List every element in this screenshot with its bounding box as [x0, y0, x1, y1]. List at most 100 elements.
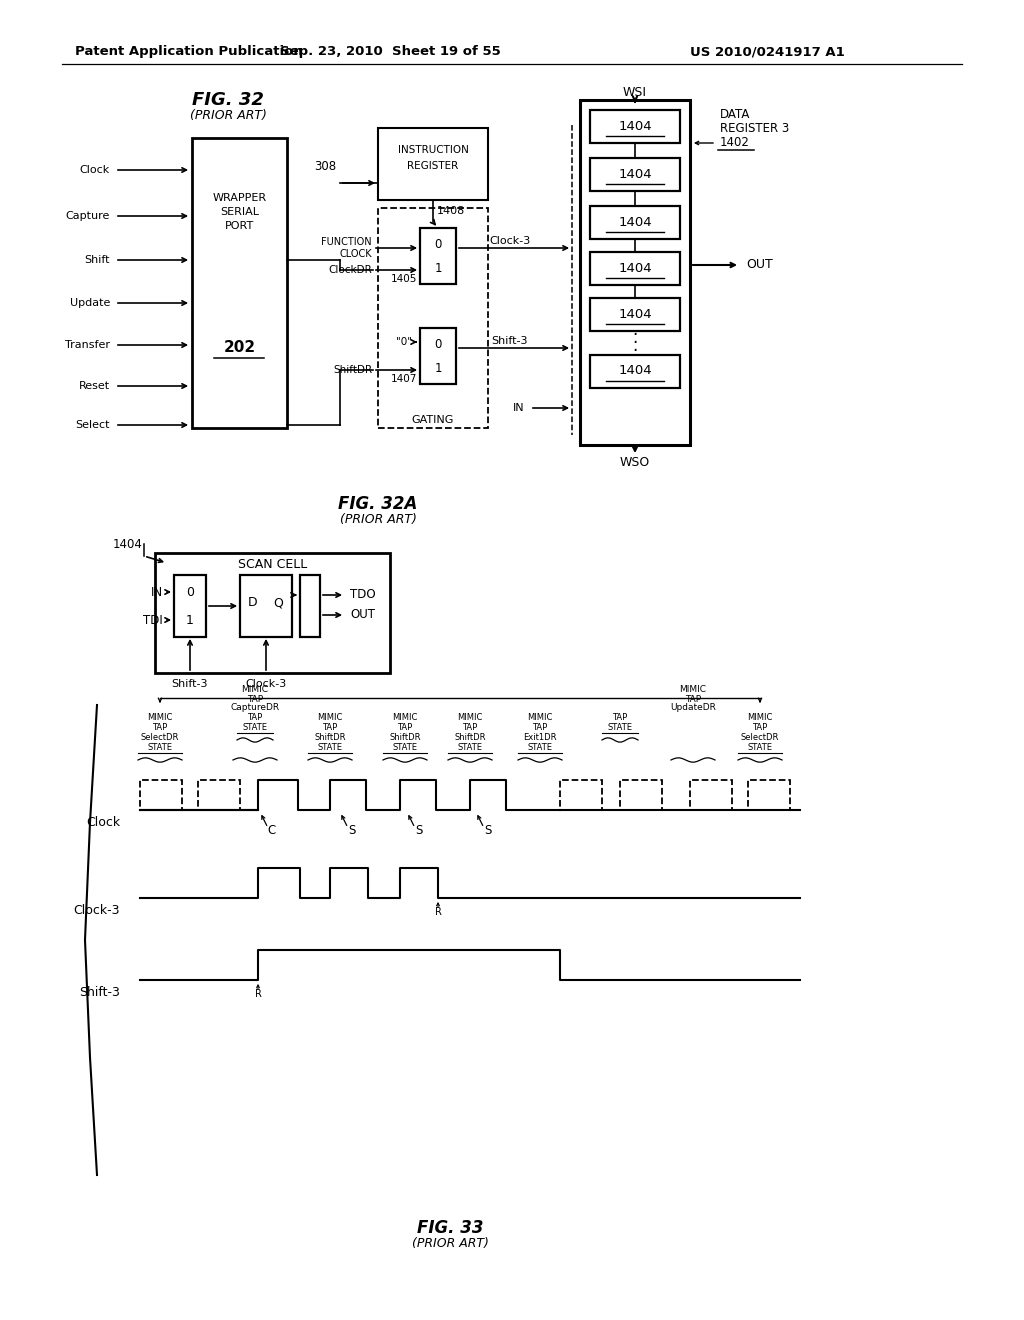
- Text: 1404: 1404: [618, 120, 652, 133]
- Text: TAP: TAP: [532, 722, 548, 731]
- Text: MIMIC: MIMIC: [680, 685, 707, 694]
- Text: Update: Update: [70, 298, 110, 308]
- Text: Clock: Clock: [86, 816, 120, 829]
- Text: GATING: GATING: [412, 414, 455, 425]
- Text: SelectDR: SelectDR: [141, 733, 179, 742]
- Text: .: .: [633, 321, 638, 339]
- Text: S: S: [484, 824, 492, 837]
- Text: ShiftDR: ShiftDR: [455, 733, 485, 742]
- Text: STATE: STATE: [147, 742, 172, 751]
- Text: ClockDR: ClockDR: [329, 265, 372, 275]
- Text: "0": "0": [396, 337, 412, 347]
- Bar: [560, 780, 602, 810]
- Bar: [155, 553, 390, 673]
- Text: INSTRUCTION: INSTRUCTION: [397, 145, 468, 154]
- Text: 1404: 1404: [618, 308, 652, 321]
- Text: Clock-3: Clock-3: [74, 903, 120, 916]
- Text: WSI: WSI: [623, 86, 647, 99]
- Text: TDI: TDI: [143, 614, 163, 627]
- Text: OUT: OUT: [350, 609, 375, 622]
- Text: STATE: STATE: [392, 742, 418, 751]
- Text: TAP: TAP: [247, 694, 263, 704]
- Text: 1405: 1405: [390, 275, 417, 284]
- Text: Shift-3: Shift-3: [492, 337, 528, 346]
- Text: Shift-3: Shift-3: [172, 678, 208, 689]
- Text: TAP: TAP: [397, 722, 413, 731]
- Text: STATE: STATE: [527, 742, 553, 751]
- Bar: [378, 209, 488, 428]
- Text: C: C: [268, 824, 276, 837]
- Text: ShiftDR: ShiftDR: [314, 733, 346, 742]
- Text: MIMIC: MIMIC: [748, 713, 773, 722]
- Text: CaptureDR: CaptureDR: [230, 704, 280, 713]
- Text: Capture: Capture: [66, 211, 110, 220]
- Text: US 2010/0241917 A1: US 2010/0241917 A1: [690, 45, 845, 58]
- Bar: [590, 158, 680, 191]
- Text: Clock: Clock: [80, 165, 110, 176]
- Bar: [590, 355, 680, 388]
- Text: MIMIC: MIMIC: [317, 713, 343, 722]
- Bar: [378, 128, 488, 201]
- Text: ShiftDR: ShiftDR: [333, 366, 372, 375]
- Bar: [590, 252, 680, 285]
- Text: FIG. 32A: FIG. 32A: [338, 495, 418, 513]
- Text: 1: 1: [434, 362, 441, 375]
- Text: Exit1DR: Exit1DR: [523, 733, 557, 742]
- Text: 1404: 1404: [618, 261, 652, 275]
- Bar: [174, 576, 206, 638]
- Text: SelectDR: SelectDR: [740, 733, 779, 742]
- Text: S: S: [416, 824, 423, 837]
- Text: TAP: TAP: [612, 713, 628, 722]
- Text: Q: Q: [273, 597, 283, 610]
- Text: S: S: [348, 824, 355, 837]
- Text: 1: 1: [186, 614, 194, 627]
- Text: D: D: [248, 597, 258, 610]
- Text: FUNCTION: FUNCTION: [322, 238, 372, 247]
- Text: Patent Application Publication: Patent Application Publication: [75, 45, 303, 58]
- Text: OUT: OUT: [746, 259, 773, 272]
- Text: Clock-3: Clock-3: [489, 236, 530, 246]
- Text: Select: Select: [76, 420, 110, 430]
- Text: WSO: WSO: [620, 455, 650, 469]
- Text: STATE: STATE: [748, 742, 772, 751]
- Text: 1402: 1402: [720, 136, 750, 149]
- Text: 0: 0: [434, 238, 441, 251]
- Text: STATE: STATE: [243, 722, 267, 731]
- Text: PORT: PORT: [225, 220, 254, 231]
- Text: (PRIOR ART): (PRIOR ART): [412, 1238, 488, 1250]
- Text: 1404: 1404: [113, 537, 143, 550]
- Text: FIG. 32: FIG. 32: [193, 91, 264, 110]
- Text: 1: 1: [434, 261, 441, 275]
- Text: UpdateDR: UpdateDR: [670, 704, 716, 713]
- Text: FIG. 33: FIG. 33: [417, 1218, 483, 1237]
- Bar: [580, 100, 690, 445]
- Text: R: R: [255, 989, 261, 999]
- Text: CLOCK: CLOCK: [339, 249, 372, 259]
- Text: ShiftDR: ShiftDR: [389, 733, 421, 742]
- Text: .: .: [633, 329, 638, 347]
- Text: SERIAL: SERIAL: [220, 207, 259, 216]
- Text: Shift-3: Shift-3: [79, 986, 120, 998]
- Bar: [620, 780, 662, 810]
- Text: TAP: TAP: [685, 694, 701, 704]
- Text: SCAN CELL: SCAN CELL: [238, 558, 307, 572]
- Text: 308: 308: [314, 160, 336, 173]
- Text: REGISTER: REGISTER: [408, 161, 459, 172]
- Text: Reset: Reset: [79, 381, 110, 391]
- Text: STATE: STATE: [317, 742, 342, 751]
- Bar: [590, 206, 680, 239]
- Text: Shift: Shift: [85, 255, 110, 265]
- Text: TAP: TAP: [153, 722, 168, 731]
- Text: REGISTER 3: REGISTER 3: [720, 123, 790, 136]
- Text: 1404: 1404: [618, 168, 652, 181]
- Text: Sep. 23, 2010  Sheet 19 of 55: Sep. 23, 2010 Sheet 19 of 55: [280, 45, 501, 58]
- Text: TAP: TAP: [753, 722, 768, 731]
- Text: 1404: 1404: [618, 216, 652, 228]
- Bar: [300, 576, 319, 638]
- Text: MIMIC: MIMIC: [458, 713, 482, 722]
- Text: DATA: DATA: [720, 108, 751, 121]
- Bar: [748, 780, 790, 810]
- Text: 1404: 1404: [618, 364, 652, 378]
- Bar: [420, 327, 456, 384]
- Bar: [590, 110, 680, 143]
